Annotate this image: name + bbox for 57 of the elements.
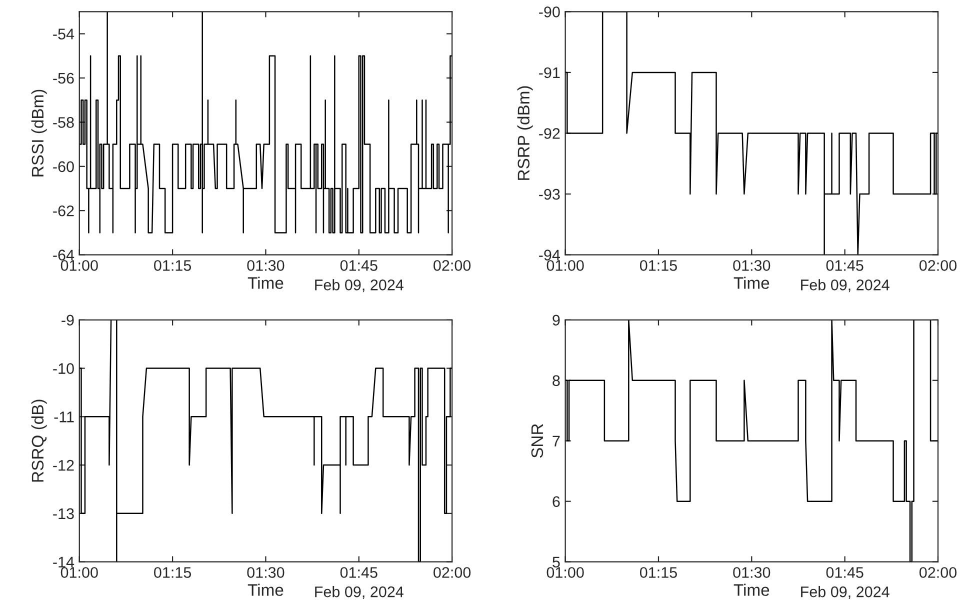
y-tick-label: -62 [53,205,74,216]
x-tick-label: 01:45 [826,567,864,578]
y-axis-title: RSRP (dBm) [517,86,533,180]
text: Feb 09, 2024 [801,279,890,292]
x-tick-label: 01:30 [247,567,284,578]
y-tick-label: -9 [62,314,74,326]
x-axis-title: Time [248,584,284,596]
x-axis-title: Time [248,276,284,289]
y-tick-label: 7 [552,436,560,446]
y-tick-label: -92 [539,128,560,139]
y-axis-title: RSRQ (dB) [31,400,47,482]
x-tick-label: 02:00 [919,567,957,578]
y-tick-label: -12 [53,460,74,471]
x-tick-label: 01:15 [640,260,677,271]
x-tick-label: 01:45 [826,260,864,271]
y-axis-title: SNR [531,424,544,458]
y-tick-label: -64 [53,250,74,260]
x-tick-label: 01:45 [340,260,378,271]
x-tick-label: 01:00 [546,260,584,271]
y-tick-label: -11 [54,412,74,422]
x-axis-title: Time [734,584,770,596]
line-series [79,320,452,562]
y-tick-label: -54 [53,28,74,40]
text: Feb 09, 2024 [315,279,404,292]
x-tick-label: 01:00 [60,260,98,271]
y-tick-label: 6 [552,496,560,508]
y-tick-label: -10 [53,363,74,374]
line-series [565,320,938,562]
x-tick-label: 01:15 [640,567,677,578]
x-tick-label: 02:00 [919,260,957,271]
y-tick-label: -60 [53,161,74,172]
x-tick-label: 02:00 [434,567,471,578]
line-series [565,12,938,255]
x-tick-label: 01:00 [546,567,584,578]
x-tick-label: 01:15 [154,567,192,578]
y-tick-label: -56 [53,72,74,84]
x-tick-label: 01:30 [247,260,284,271]
y-tick-label: -13 [53,508,74,520]
x-tick-label: 01:00 [60,567,98,578]
x-tick-label: 02:00 [434,260,471,271]
y-tick-label: -90 [539,6,560,18]
x-tick-label: 01:30 [733,260,770,271]
y-tick-label: -94 [539,250,560,260]
text: Feb 09, 2024 [315,586,404,600]
x-axis-title: Time [734,276,770,289]
y-tick-label: 9 [552,314,560,326]
y-tick-label: -91 [539,67,560,78]
x-tick-label: 01:45 [340,567,378,578]
y-tick-label: 8 [552,375,560,386]
x-tick-label: 01:30 [733,567,770,578]
y-tick-label: -14 [53,556,74,568]
y-tick-label: -58 [53,117,74,128]
x-tick-label: 01:15 [154,260,192,271]
text: Feb 09, 2024 [801,586,890,600]
y-tick-label: -93 [539,188,560,200]
y-tick-label: 5 [552,556,560,568]
y-axis-title: RSSI (dBm) [31,90,47,176]
